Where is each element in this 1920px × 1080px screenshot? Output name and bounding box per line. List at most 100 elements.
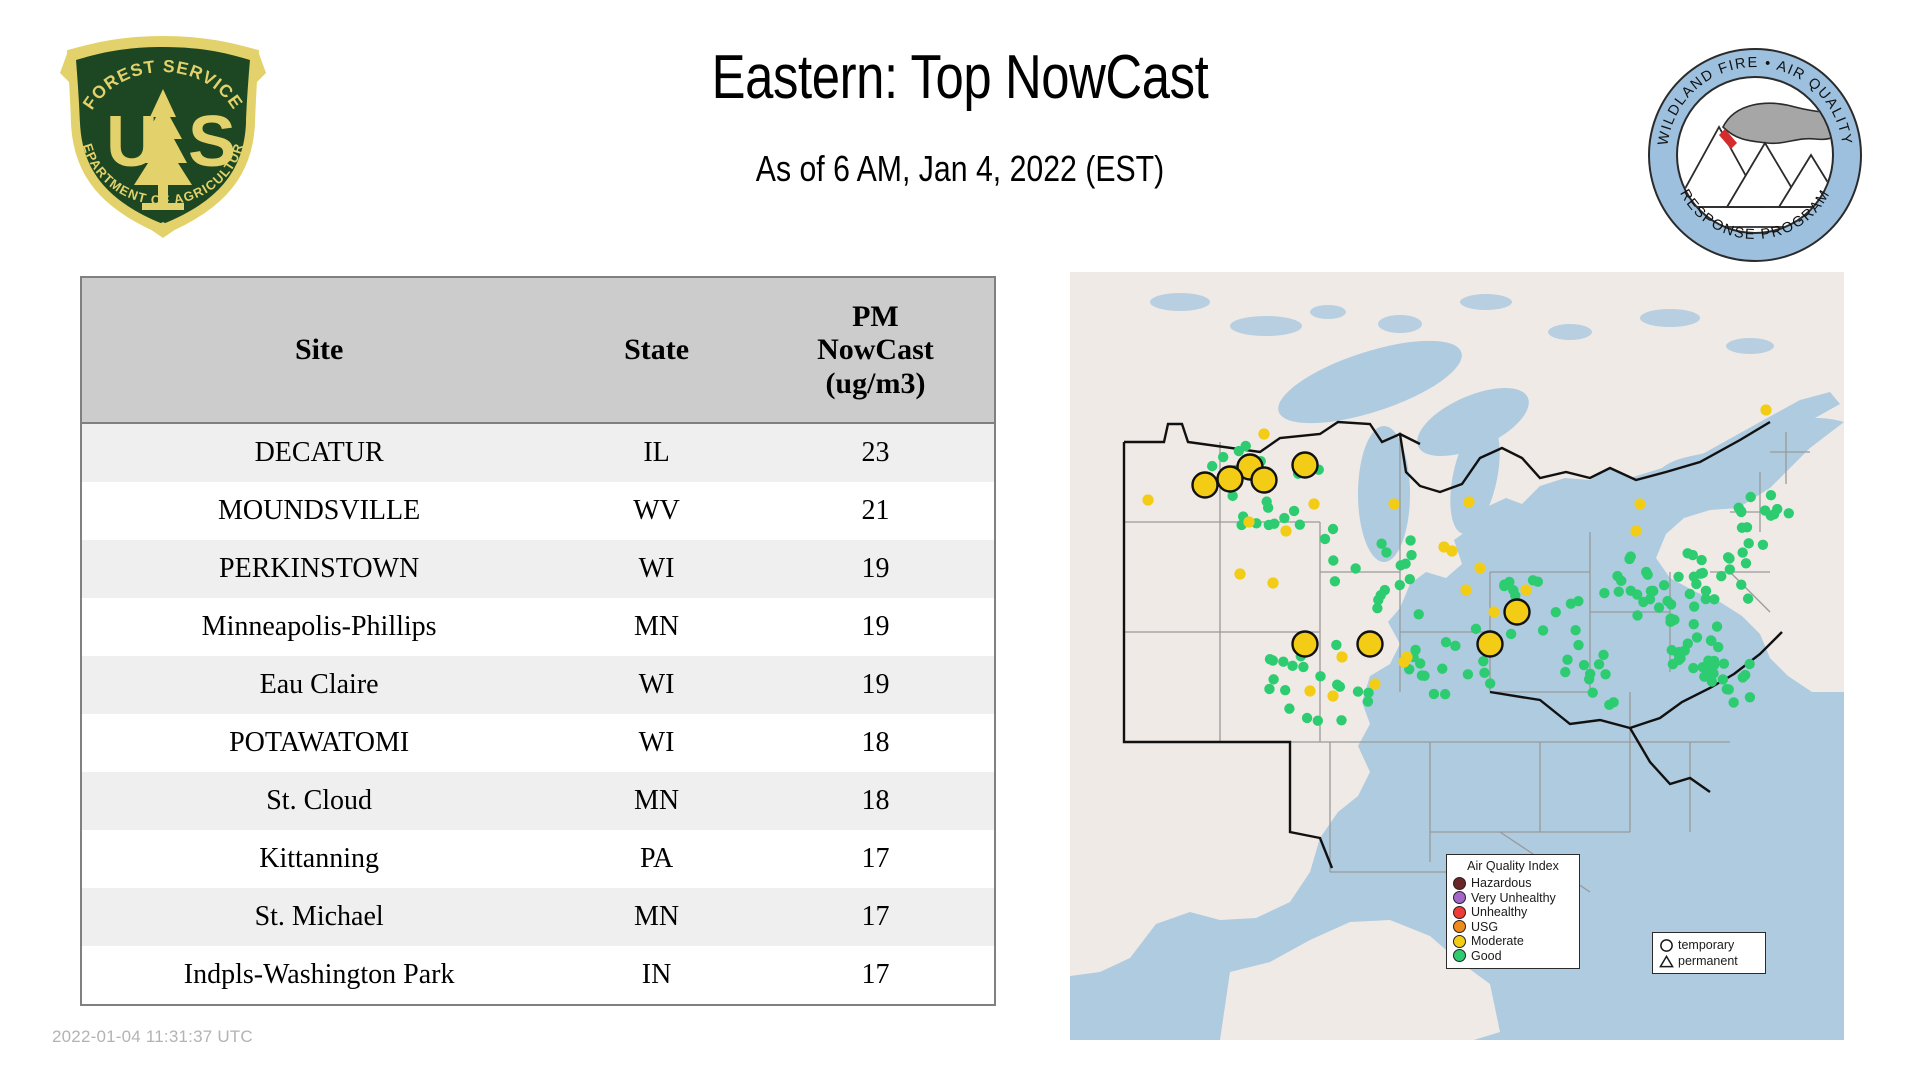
monitor-marker-moderate[interactable] — [1243, 516, 1255, 528]
monitor-marker-good[interactable] — [1470, 623, 1482, 635]
monitor-marker-good[interactable] — [1450, 640, 1461, 652]
monitor-marker-top-site[interactable] — [1191, 471, 1219, 499]
monitor-marker-good[interactable] — [1264, 683, 1275, 695]
monitor-marker-moderate[interactable] — [1463, 496, 1475, 508]
table-row[interactable]: Eau Claire WI 19 — [82, 656, 994, 714]
monitor-marker-good[interactable] — [1261, 496, 1272, 507]
monitor-marker-good[interactable] — [1736, 506, 1747, 518]
monitor-marker-good[interactable] — [1334, 681, 1346, 692]
monitor-marker-good[interactable] — [1573, 639, 1584, 651]
monitor-marker-good[interactable] — [1737, 672, 1748, 683]
monitor-marker-good[interactable] — [1240, 440, 1251, 452]
monitor-marker-good[interactable] — [1688, 662, 1699, 674]
monitor-marker-good[interactable] — [1505, 628, 1517, 640]
monitor-marker-good[interactable] — [1599, 587, 1610, 599]
monitor-marker-good[interactable] — [1722, 552, 1734, 563]
monitor-marker-good[interactable] — [1373, 594, 1384, 606]
monitor-marker-moderate[interactable] — [1369, 678, 1381, 690]
monitor-marker-good[interactable] — [1440, 636, 1452, 648]
monitor-marker-good[interactable] — [1587, 687, 1598, 698]
monitor-marker-moderate[interactable] — [1267, 577, 1279, 589]
monitor-marker-good[interactable] — [1301, 712, 1313, 724]
monitor-marker-top-site[interactable] — [1216, 465, 1244, 493]
monitor-marker-good[interactable] — [1413, 609, 1424, 620]
monitor-marker-top-site[interactable] — [1503, 598, 1531, 626]
monitor-marker-good[interactable] — [1744, 658, 1755, 670]
monitor-marker-moderate[interactable] — [1258, 428, 1270, 440]
monitor-marker-good[interactable] — [1578, 659, 1590, 671]
monitor-marker-good[interactable] — [1537, 625, 1549, 636]
monitor-marker-moderate[interactable] — [1336, 651, 1348, 663]
monitor-marker-good[interactable] — [1724, 564, 1735, 575]
monitor-marker-good[interactable] — [1329, 576, 1341, 587]
monitor-marker-good[interactable] — [1768, 509, 1780, 520]
monitor-marker-top-site[interactable] — [1291, 630, 1319, 658]
table-row[interactable]: POTAWATOMI WI 18 — [82, 714, 994, 772]
monitor-marker-good[interactable] — [1612, 570, 1623, 582]
monitor-marker-good[interactable] — [1264, 653, 1276, 665]
monitor-marker-good[interactable] — [1642, 569, 1653, 580]
monitor-marker-good[interactable] — [1684, 588, 1696, 600]
monitor-marker-good[interactable] — [1648, 585, 1659, 597]
monitor-marker-moderate[interactable] — [1401, 651, 1413, 663]
monitor-marker-moderate[interactable] — [1446, 545, 1458, 557]
table-row[interactable]: Kittanning PA 17 — [82, 830, 994, 888]
monitor-marker-good[interactable] — [1352, 686, 1364, 697]
monitor-marker-moderate[interactable] — [1234, 568, 1246, 580]
monitor-marker-good[interactable] — [1743, 538, 1754, 549]
monitor-marker-moderate[interactable] — [1280, 525, 1292, 537]
monitor-marker-good[interactable] — [1598, 649, 1609, 661]
monitor-marker-good[interactable] — [1315, 671, 1326, 682]
monitor-marker-good[interactable] — [1560, 666, 1571, 678]
monitor-marker-good[interactable] — [1583, 674, 1595, 685]
monitor-marker-good[interactable] — [1416, 670, 1428, 681]
monitor-marker-good[interactable] — [1394, 579, 1405, 591]
monitor-marker-good[interactable] — [1268, 674, 1279, 685]
monitor-marker-good[interactable] — [1757, 539, 1769, 551]
monitor-marker-good[interactable] — [1667, 658, 1679, 670]
table-row[interactable]: St. Cloud MN 18 — [82, 772, 994, 830]
monitor-marker-moderate[interactable] — [1142, 494, 1154, 506]
monitor-marker-good[interactable] — [1312, 715, 1324, 726]
monitor-marker-good[interactable] — [1783, 508, 1794, 519]
monitor-marker-good[interactable] — [1336, 715, 1347, 726]
monitor-marker-good[interactable] — [1742, 593, 1754, 604]
monitor-marker-good[interactable] — [1624, 553, 1635, 565]
monitor-marker-good[interactable] — [1294, 519, 1306, 530]
monitor-marker-good[interactable] — [1406, 549, 1417, 561]
monitor-marker-good[interactable] — [1404, 573, 1416, 585]
monitor-marker-good[interactable] — [1284, 703, 1295, 714]
monitor-marker-good[interactable] — [1478, 656, 1489, 667]
monitor-marker-good[interactable] — [1696, 554, 1707, 566]
monitor-marker-good[interactable] — [1688, 601, 1700, 612]
table-row[interactable]: Minneapolis-Phillips MN 19 — [82, 598, 994, 656]
monitor-marker-good[interactable] — [1632, 610, 1643, 621]
monitor-marker-good[interactable] — [1728, 697, 1739, 708]
monitor-marker-good[interactable] — [1372, 602, 1383, 614]
monitor-marker-good[interactable] — [1744, 692, 1756, 703]
monitor-marker-good[interactable] — [1688, 571, 1700, 582]
table-row[interactable]: MOUNDSVILLE WV 21 — [82, 482, 994, 540]
monitor-marker-top-site[interactable] — [1356, 630, 1384, 658]
monitor-marker-good[interactable] — [1570, 625, 1581, 636]
monitor-marker-good[interactable] — [1711, 621, 1723, 632]
monitor-marker-good[interactable] — [1666, 644, 1677, 656]
monitor-marker-moderate[interactable] — [1760, 404, 1772, 416]
monitor-marker-good[interactable] — [1737, 547, 1748, 558]
monitor-marker-good[interactable] — [1718, 658, 1730, 669]
table-row[interactable]: St. Michael MN 17 — [82, 888, 994, 946]
monitor-marker-good[interactable] — [1662, 595, 1673, 607]
monitor-marker-good[interactable] — [1709, 594, 1720, 605]
monitor-marker-good[interactable] — [1765, 489, 1777, 501]
monitor-marker-good[interactable] — [1499, 579, 1510, 590]
air-quality-map[interactable]: Air Quality Index Hazardous Very Unhealth… — [1070, 272, 1844, 1040]
monitor-marker-good[interactable] — [1700, 593, 1711, 605]
monitor-marker-good[interactable] — [1508, 585, 1519, 596]
monitor-marker-good[interactable] — [1362, 696, 1374, 707]
monitor-marker-good[interactable] — [1740, 558, 1752, 569]
monitor-marker-moderate[interactable] — [1460, 584, 1472, 596]
monitor-marker-good[interactable] — [1363, 687, 1374, 699]
monitor-marker-top-site[interactable] — [1291, 451, 1319, 479]
monitor-marker-good[interactable] — [1673, 571, 1684, 582]
monitor-marker-good[interactable] — [1328, 555, 1339, 566]
